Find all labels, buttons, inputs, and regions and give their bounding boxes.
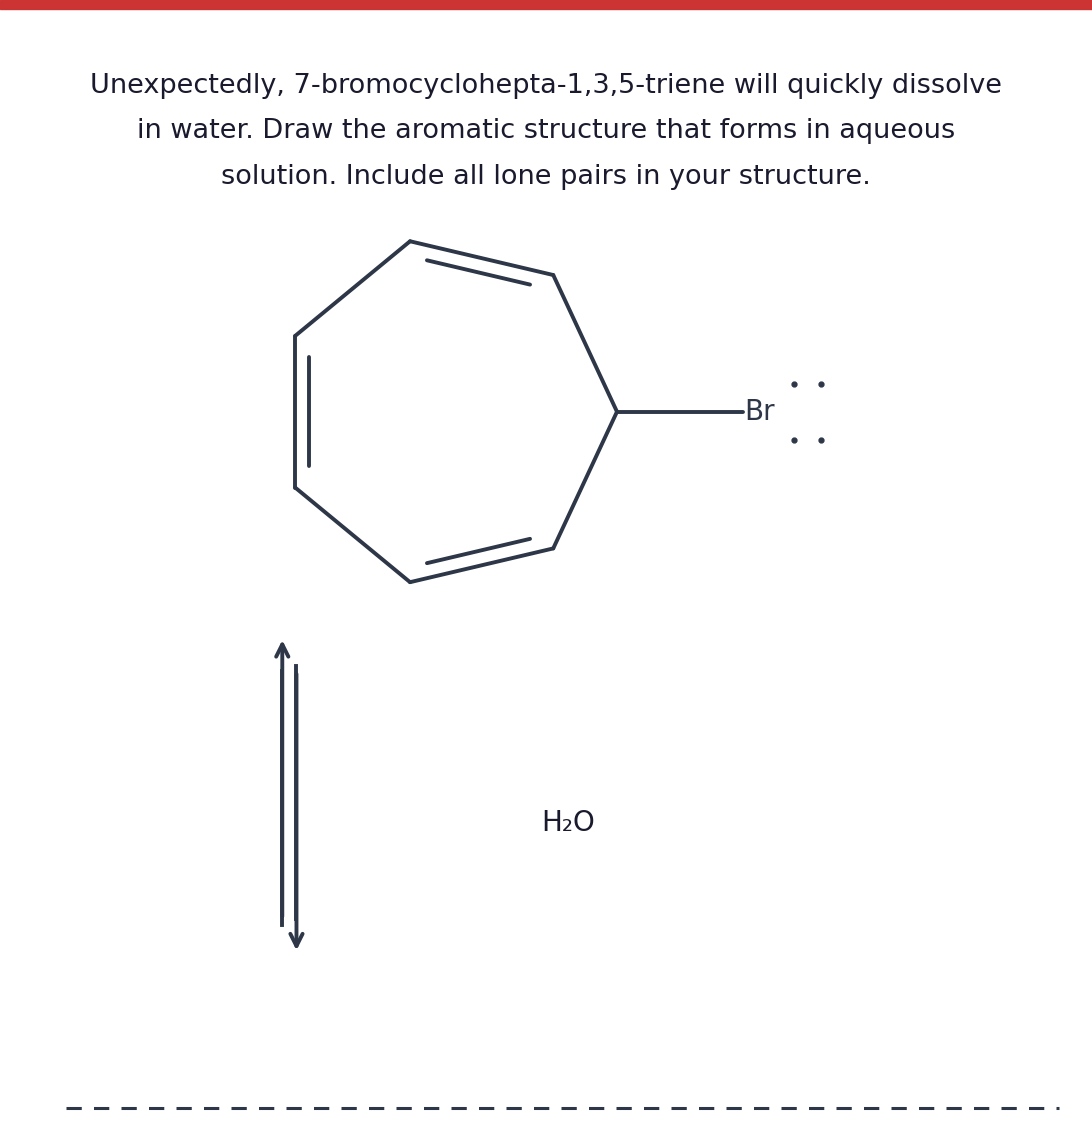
Bar <box>0 0 1092 9</box>
Text: solution. Include all lone pairs in your structure.: solution. Include all lone pairs in your… <box>221 164 871 190</box>
Text: H₂O: H₂O <box>541 810 595 837</box>
Text: in water. Draw the aromatic structure that forms in aqueous: in water. Draw the aromatic structure th… <box>136 118 956 144</box>
Text: Unexpectedly, 7-bromocyclohepta-1,3,5-triene will quickly dissolve: Unexpectedly, 7-bromocyclohepta-1,3,5-tr… <box>90 73 1002 99</box>
Text: Br: Br <box>745 398 775 425</box>
